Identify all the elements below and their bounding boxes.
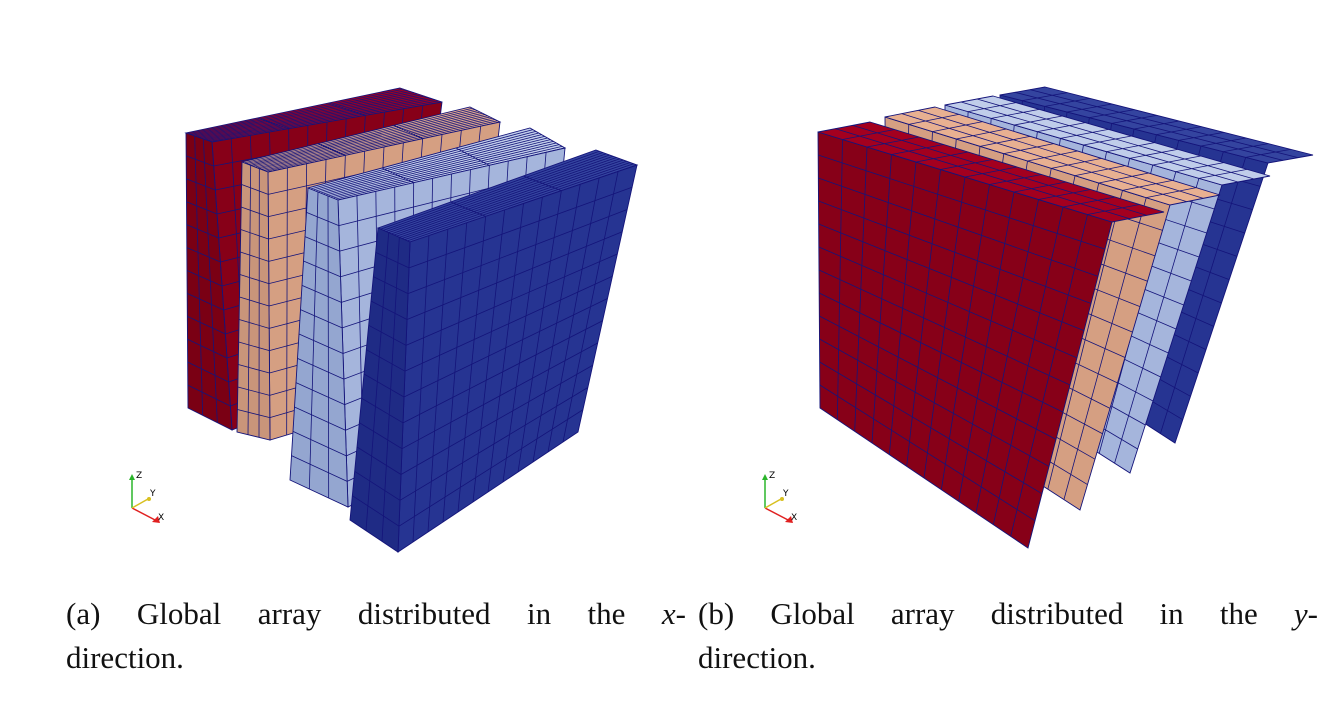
caption-line: (b) Global array distributed in the y- bbox=[698, 592, 1318, 636]
caption-text: direction. bbox=[698, 640, 816, 675]
caption-variable: x bbox=[661, 596, 676, 631]
cell-grid bbox=[291, 191, 348, 499]
cell-grid bbox=[1014, 89, 1299, 161]
caption-text: (b) Global array distributed in the bbox=[698, 596, 1294, 631]
axis-label: X bbox=[158, 513, 164, 523]
axis-label: X bbox=[791, 513, 797, 523]
caption-line: (a) Global array distributed in the x- bbox=[66, 592, 686, 636]
caption-variable: y bbox=[1293, 596, 1308, 631]
caption-text: direction. bbox=[66, 640, 184, 675]
caption: (a) Global array distributed in the x- d… bbox=[66, 592, 686, 680]
cell-grid bbox=[380, 150, 634, 242]
cell-grid bbox=[960, 98, 1255, 183]
cell-grid bbox=[244, 107, 498, 172]
cell-grid bbox=[237, 165, 270, 438]
axis-label: Y bbox=[782, 489, 789, 499]
caption: (b) Global array distributed in the y- d… bbox=[698, 592, 1318, 680]
cell-grid bbox=[352, 232, 410, 542]
axis-label: Y bbox=[149, 489, 156, 499]
caption-text: - bbox=[1307, 596, 1318, 631]
axis-label: Z bbox=[769, 471, 775, 481]
axes-glyph: Z Y X bbox=[129, 471, 164, 523]
cell-grid bbox=[398, 171, 633, 543]
axis-label: Z bbox=[136, 471, 142, 481]
cell-grid bbox=[188, 88, 439, 142]
axes-glyph: Z Y X bbox=[762, 471, 797, 523]
cell-grid bbox=[310, 129, 563, 200]
figure-renderings: Z Y X Z Y X bbox=[129, 86, 1314, 553]
cell-grid bbox=[818, 139, 1106, 537]
caption-text: - bbox=[675, 596, 686, 631]
caption-text: (a) Global array distributed in the bbox=[66, 596, 662, 631]
cell-grid bbox=[901, 109, 1204, 203]
cell-grid bbox=[186, 135, 231, 423]
cell-grid bbox=[835, 124, 1147, 220]
